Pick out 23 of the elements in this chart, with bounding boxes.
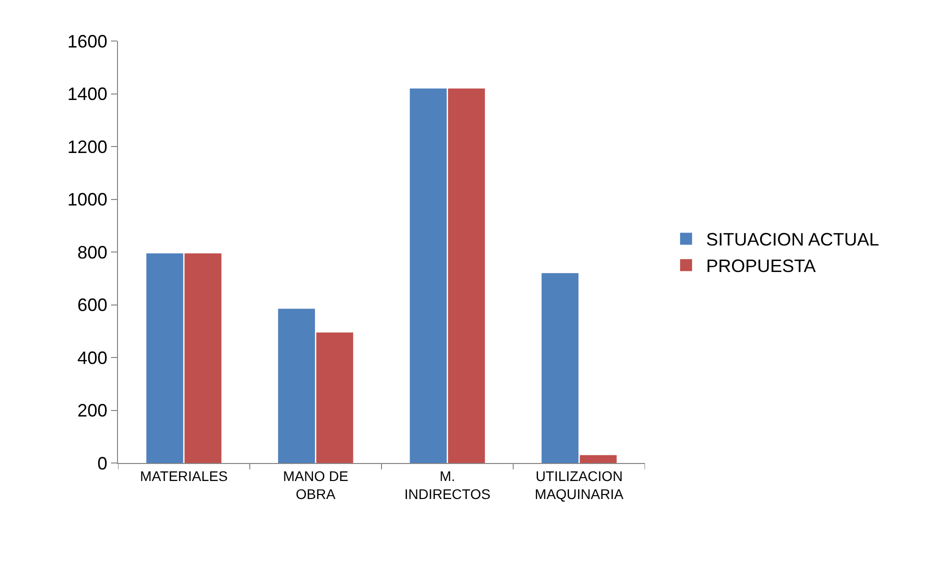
bar (146, 253, 184, 463)
y-tick-label: 400 (77, 348, 108, 368)
y-tick-label: 600 (77, 295, 108, 316)
x-tick-label: M. INDIRECTOS (404, 468, 490, 502)
y-tick-label: 1200 (67, 136, 108, 157)
y-tick-label: 1400 (67, 84, 108, 104)
bar (448, 88, 485, 463)
legend-label: PROPUESTA (706, 256, 816, 276)
bar (410, 88, 447, 463)
y-tick-label: 1600 (67, 31, 108, 52)
y-tick-label: 800 (77, 242, 108, 262)
x-tick-label: UTILIZACION MAQUINARIA (534, 468, 624, 502)
x-tick-label: MATERIALES (140, 468, 228, 484)
y-tick-label: 1000 (67, 190, 108, 210)
x-tick-label: MANO DE OBRA (282, 468, 348, 502)
y-tick-label: 0 (97, 453, 108, 474)
bar (278, 308, 315, 463)
legend-label: SITUACION ACTUAL (706, 230, 880, 250)
bar (542, 273, 578, 463)
bar (316, 332, 354, 463)
bar (184, 253, 222, 463)
bar (580, 455, 617, 463)
y-tick-label: 200 (77, 400, 108, 421)
